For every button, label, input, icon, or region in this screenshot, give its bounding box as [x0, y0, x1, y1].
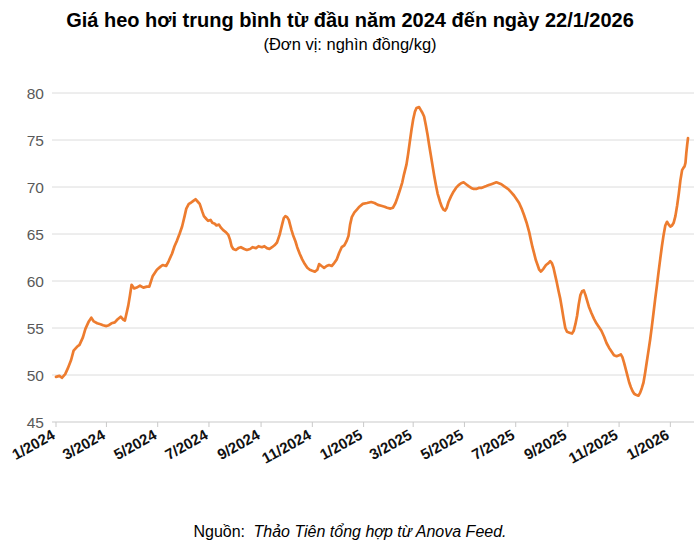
x-axis-label-3/2024: 3/2024 [60, 425, 109, 462]
x-axis-label-1/2026: 1/2026 [623, 426, 671, 463]
x-axis-label-11/2025: 11/2025 [566, 426, 621, 467]
x-axis-label-11/2024: 11/2024 [259, 425, 315, 466]
y-axis-label-65: 65 [27, 226, 44, 243]
page-title: Giá heo hơi trung bình từ đầu năm 2024 đ… [0, 0, 700, 32]
x-axis-label-7/2025: 7/2025 [469, 426, 517, 463]
y-axis-label-80: 80 [27, 85, 45, 102]
plot-area: 45 50 55 60 65 70 75 80 1/20243/20245/20247/2024… [0, 55, 700, 485]
price-line-chart: 45 50 55 60 65 70 75 80 1/20243/20245/20247/2024… [0, 55, 700, 485]
chart-unit-subtitle: (Đơn vị: nghìn đồng/kg) [0, 35, 700, 54]
x-axis-label-5/2024: 5/2024 [111, 425, 160, 462]
source-label: Nguồn: [193, 523, 245, 540]
y-axis-label-60: 60 [27, 273, 45, 290]
y-axis-label-70: 70 [27, 179, 45, 196]
x-axis-label-9/2025: 9/2025 [521, 426, 569, 463]
source-note: Nguồn: Thảo Tiên tổng hợp từ Anova Feed. [0, 523, 700, 541]
source-text: Thảo Tiên tổng hợp từ Anova Feed. [254, 523, 507, 540]
x-axis-label-5/2025: 5/2025 [418, 426, 466, 463]
x-axis-label-3/2025: 3/2025 [366, 426, 414, 463]
y-axis-label-55: 55 [27, 320, 44, 337]
x-axis-label-7/2024: 7/2024 [162, 425, 211, 462]
y-axis-label-50: 50 [27, 367, 45, 384]
x-axis-label-9/2024: 9/2024 [214, 425, 263, 462]
x-axis-label-1/2025: 1/2025 [317, 426, 365, 463]
x-axis-label-1/2024: 1/2024 [9, 425, 58, 462]
y-axis-label-45: 45 [27, 414, 44, 431]
price-line-series [56, 107, 688, 396]
pig-price-chart-card: Giá heo hơi trung bình từ đầu năm 2024 đ… [0, 0, 700, 560]
y-axis-label-75: 75 [27, 132, 44, 149]
